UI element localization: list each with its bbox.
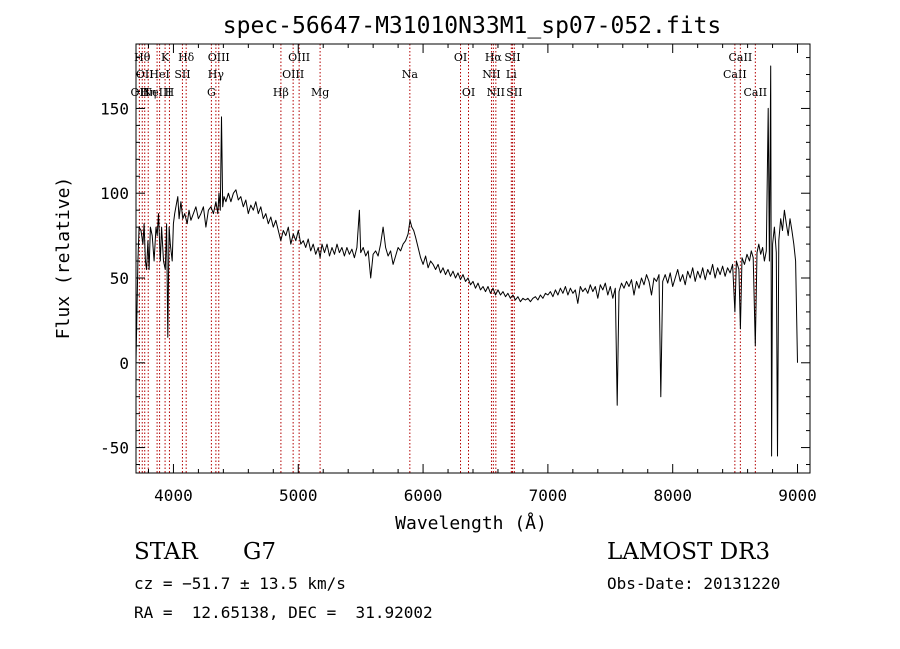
x-tick-label-0: 4000 <box>154 486 193 505</box>
line-label-12: OIII <box>208 51 230 64</box>
line-label-6: K <box>161 51 170 64</box>
line-label-1: Hθ <box>134 51 151 64</box>
line-label-13: Hβ <box>273 86 289 99</box>
y-axis-label: Flux (relative) <box>53 177 74 340</box>
plot-frame <box>135 43 811 474</box>
line-label-19: OI <box>462 86 475 99</box>
object-class: STAR <box>134 539 198 565</box>
axes-layer: 4000 5000 6000 7000 8000 9000 -50 0 50 100 150 <box>100 43 817 505</box>
x-tick-label-4: 8000 <box>653 486 692 505</box>
line-label-15: OIII <box>288 51 310 64</box>
line-label-24: SII <box>504 51 520 64</box>
y-tick-label-2: 50 <box>110 269 129 288</box>
line-label-4: NeIII <box>143 86 172 99</box>
observation-date: Obs-Date: 20131220 <box>607 574 781 593</box>
line-label-layer: OIIHθOIIHηNeIIIHeIKHSIIHδGHγOIIIHβOIIIOI… <box>131 51 768 99</box>
redshift-cz: cz = −51.7 ± 13.5 km/s <box>134 574 346 593</box>
y-tick-label-0: -50 <box>100 439 129 458</box>
line-label-0: OII <box>131 86 149 99</box>
line-label-9: Hδ <box>178 51 195 64</box>
line-marker-layer <box>138 44 756 473</box>
y-tick-label-4: 150 <box>100 99 129 118</box>
spectrum-line <box>135 65 798 457</box>
line-label-7: H <box>165 86 175 99</box>
line-label-2: OII <box>136 68 154 81</box>
line-label-14: OIII <box>282 68 304 81</box>
line-label-16: Mg <box>311 86 329 99</box>
line-label-18: OI <box>454 51 467 64</box>
x-tick-label-1: 5000 <box>279 486 318 505</box>
line-label-28: CaII <box>743 86 767 99</box>
y-tick-label-1: 0 <box>119 354 129 373</box>
line-label-25: SII <box>506 86 522 99</box>
line-label-23: Li <box>506 68 517 81</box>
survey-name: LAMOST DR3 <box>607 539 771 565</box>
x-tick-label-3: 7000 <box>529 486 568 505</box>
line-label-3: Hη <box>140 86 156 99</box>
ra-dec-coordinates: RA = 12.65138, DEC = 31.92002 <box>134 603 433 622</box>
spectrum-layer <box>135 65 798 457</box>
line-label-26: CaII <box>723 68 747 81</box>
line-label-8: SII <box>174 68 190 81</box>
line-label-21: Hα <box>485 51 503 64</box>
line-label-10: G <box>207 86 216 99</box>
line-label-20: NII <box>482 68 500 81</box>
object-subclass: G7 <box>243 539 277 565</box>
spectrum-chart: 4000 5000 6000 7000 8000 9000 -50 0 50 100 150 OII… <box>53 13 817 534</box>
x-axis-label: Wavelength (Å) <box>395 512 547 534</box>
x-tick-label-2: 6000 <box>404 486 443 505</box>
chart-title: spec-56647-M31010N33M1_sp07-052.fits <box>223 13 722 39</box>
line-label-17: Na <box>402 68 419 81</box>
y-tick-label-3: 100 <box>100 184 129 203</box>
line-label-22: NII <box>487 86 505 99</box>
line-label-27: CaII <box>729 51 753 64</box>
x-tick-label-5: 9000 <box>778 486 817 505</box>
line-label-5: HeI <box>149 68 169 81</box>
line-label-11: Hγ <box>208 68 225 81</box>
